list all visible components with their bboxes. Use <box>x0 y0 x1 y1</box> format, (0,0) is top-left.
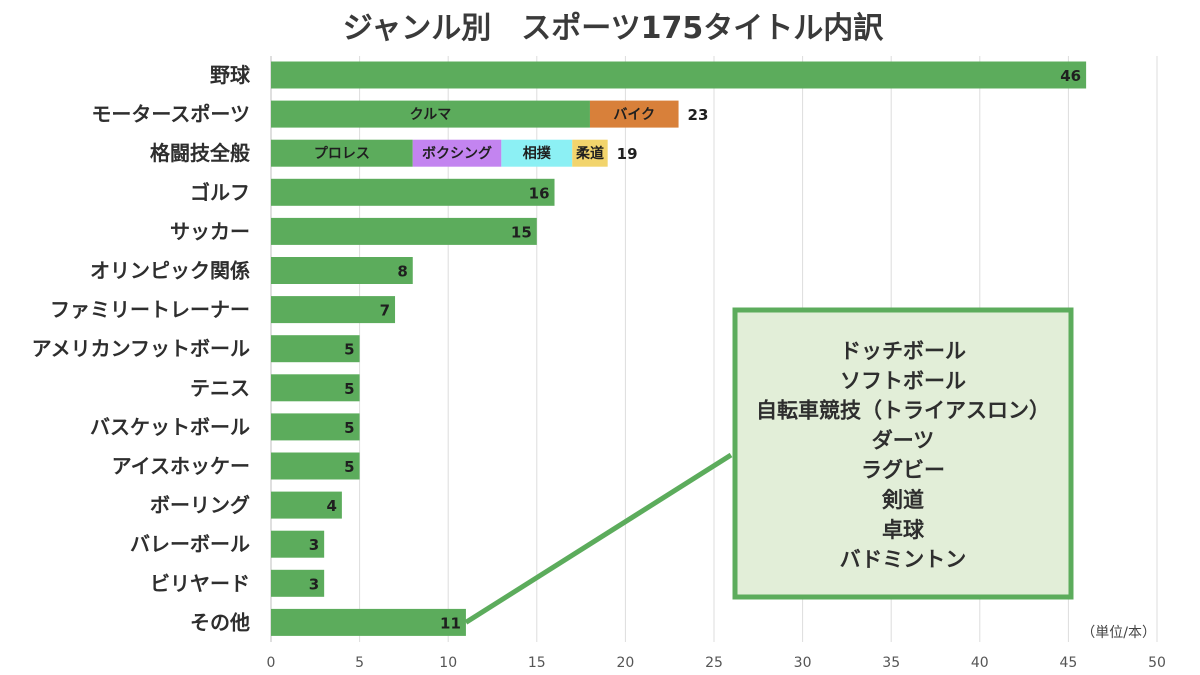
bar-value-label: 8 <box>397 263 407 281</box>
x-tick-label: 15 <box>528 655 546 671</box>
x-tick-label: 45 <box>1059 655 1077 671</box>
bar-value-label: 5 <box>344 380 354 398</box>
bar-segment <box>271 100 590 128</box>
category-label: バレーボール <box>130 532 250 556</box>
callout-item: ダーツ <box>872 428 935 452</box>
segment-label: バイク <box>613 107 655 123</box>
category-label: ボーリング <box>150 493 250 517</box>
category-label: 野球 <box>210 63 251 87</box>
bar <box>271 296 396 324</box>
bar-segment <box>412 139 502 167</box>
bar <box>271 491 342 519</box>
bar <box>271 530 325 558</box>
callout-connector <box>464 452 733 625</box>
bar-value-label: 5 <box>344 458 354 476</box>
chart-title: ジャンル別 スポーツ175タイトル内訳 <box>343 11 885 46</box>
bars: 46 クルマ バイク 23 プロレス ボクシング 相撲 柔道 19 16 15 8 7 5 5 5 5 4 3 3 11 <box>271 61 1087 636</box>
category-label: アイスホッケー <box>112 454 250 478</box>
segment-label: プロレス <box>314 146 370 162</box>
x-tick-label: 25 <box>705 655 723 671</box>
bar-value-label: 46 <box>1060 67 1081 85</box>
x-tick-label: 0 <box>267 655 276 671</box>
category-label: オリンピック関係 <box>90 259 250 283</box>
category-label: バスケットボール <box>90 415 250 439</box>
bar <box>271 569 325 597</box>
bar <box>271 178 555 206</box>
category-label: その他 <box>190 610 250 634</box>
category-label: アメリカンフットボール <box>32 337 250 361</box>
bar-value-label: 16 <box>529 184 550 202</box>
x-tick-label: 40 <box>971 655 989 671</box>
bar <box>271 257 413 284</box>
bar <box>271 217 537 245</box>
bar-value-label: 4 <box>326 497 336 515</box>
bar <box>271 335 360 363</box>
x-tick-label: 50 <box>1148 655 1166 671</box>
segment-label: 柔道 <box>575 145 604 162</box>
x-tick-label: 35 <box>882 655 900 671</box>
callout-item: ドッチボール <box>840 339 966 363</box>
category-label: ファミリートレーナー <box>50 298 250 322</box>
callout-item: ラグビー <box>861 458 945 482</box>
bar <box>271 452 360 480</box>
segment-label: ボクシング <box>422 145 492 162</box>
category-label: ゴルフ <box>190 180 250 204</box>
callout-item: バドミントン <box>840 548 967 572</box>
bar-value-label: 19 <box>617 145 638 163</box>
x-tick-label: 20 <box>616 655 634 671</box>
bar-segment <box>501 139 573 167</box>
bar-segment <box>589 100 679 128</box>
category-label: モータースポーツ <box>91 102 250 126</box>
bar-segment <box>572 139 608 167</box>
bar-segment <box>271 139 413 167</box>
category-label: サッカー <box>170 219 250 243</box>
bar <box>271 61 1087 89</box>
category-labels: 野球モータースポーツ格闘技全般ゴルフサッカーオリンピック関係ファミリートレーナー… <box>32 63 251 634</box>
segment-label: 相撲 <box>523 145 552 162</box>
callout-item: 卓球 <box>882 518 925 542</box>
category-label: テニス <box>190 376 250 400</box>
bar-value-label: 5 <box>344 419 354 437</box>
bar-value-label: 15 <box>511 223 532 241</box>
unit-label: （単位/本） <box>1081 625 1156 641</box>
category-label: 格闘技全般 <box>150 141 250 165</box>
bar-value-label: 3 <box>309 536 319 554</box>
bar-value-label: 7 <box>380 302 390 320</box>
bar-value-label: 5 <box>344 341 354 359</box>
callout-item: ソフトボール <box>840 369 966 393</box>
bar-value-label: 11 <box>440 614 461 632</box>
category-label: ビリヤード <box>150 571 250 595</box>
x-axis-ticks: 0 5 10 15 20 25 30 35 40 45 50 <box>267 655 1166 671</box>
x-tick-label: 5 <box>355 655 364 671</box>
callout-item: 剣道 <box>881 488 924 512</box>
callout-item: 自転車競技（トライアスロン） <box>756 399 1050 423</box>
x-tick-label: 30 <box>794 655 812 671</box>
bar <box>271 374 360 402</box>
bar <box>271 413 360 441</box>
callout-box <box>732 307 1074 600</box>
bar-value-label: 23 <box>688 106 709 124</box>
bar <box>271 608 466 636</box>
x-tick-label: 10 <box>439 655 457 671</box>
bar-value-label: 3 <box>309 575 319 593</box>
segment-label: クルマ <box>410 107 452 123</box>
